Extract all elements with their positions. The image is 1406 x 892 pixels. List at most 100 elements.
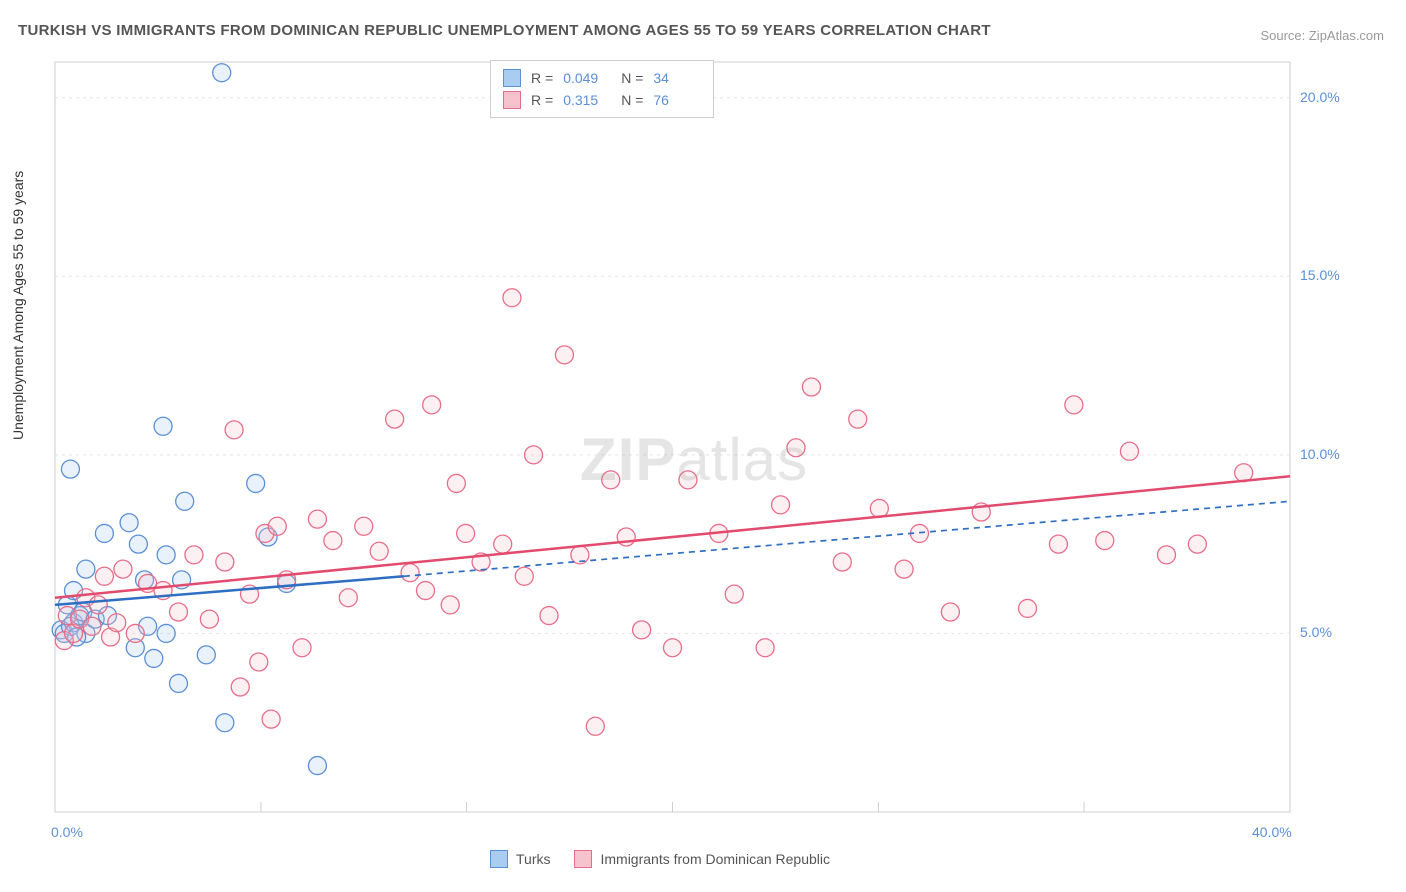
data-point xyxy=(216,714,234,732)
source-label: Source: xyxy=(1260,28,1308,43)
data-point xyxy=(170,674,188,692)
data-point xyxy=(586,717,604,735)
y-tick-label: 20.0% xyxy=(1300,89,1340,105)
data-point xyxy=(756,639,774,657)
y-axis-label: Unemployment Among Ages 55 to 59 years xyxy=(10,171,26,440)
data-point xyxy=(308,757,326,775)
data-point xyxy=(457,524,475,542)
data-point xyxy=(89,596,107,614)
legend-n-label-turks: N = xyxy=(621,67,643,89)
data-point xyxy=(417,582,435,600)
legend-correlation-box: R = 0.049 N = 34 R = 0.315 N = 76 xyxy=(490,60,714,118)
legend-n-value-turks: 34 xyxy=(653,67,701,89)
data-point xyxy=(1188,535,1206,553)
data-point xyxy=(1049,535,1067,553)
y-tick-label: 15.0% xyxy=(1300,267,1340,283)
legend-r-label-dominican: R = xyxy=(531,89,553,111)
data-point xyxy=(941,603,959,621)
data-point xyxy=(1120,442,1138,460)
legend-series: Turks Immigrants from Dominican Republic xyxy=(490,850,830,868)
x-tick-label: 0.0% xyxy=(51,824,83,840)
data-point xyxy=(725,585,743,603)
legend-r-value-turks: 0.049 xyxy=(563,67,611,89)
data-point xyxy=(540,607,558,625)
data-point xyxy=(213,64,231,82)
chart-title: TURKISH VS IMMIGRANTS FROM DOMINICAN REP… xyxy=(18,22,991,39)
data-point xyxy=(324,532,342,550)
source-attribution: Source: ZipAtlas.com xyxy=(1260,28,1384,43)
data-point xyxy=(170,603,188,621)
data-point xyxy=(355,517,373,535)
data-point xyxy=(833,553,851,571)
data-point xyxy=(262,710,280,728)
legend-item-turks: Turks xyxy=(490,850,550,868)
data-point xyxy=(423,396,441,414)
data-point xyxy=(250,653,268,671)
data-point xyxy=(679,471,697,489)
x-tick-label: 40.0% xyxy=(1252,824,1292,840)
data-point xyxy=(339,589,357,607)
data-point xyxy=(870,499,888,517)
data-point xyxy=(77,560,95,578)
data-point xyxy=(664,639,682,657)
legend-n-label-dominican: N = xyxy=(621,89,643,111)
legend-n-value-dominican: 76 xyxy=(653,89,701,111)
data-point xyxy=(1158,546,1176,564)
data-point xyxy=(200,610,218,628)
data-point xyxy=(114,560,132,578)
data-point xyxy=(447,474,465,492)
data-point xyxy=(216,553,234,571)
data-point xyxy=(120,514,138,532)
data-point xyxy=(157,546,175,564)
data-point xyxy=(515,567,533,585)
data-point xyxy=(849,410,867,428)
legend-bottom-label-turks: Turks xyxy=(516,851,550,867)
legend-swatch-dominican xyxy=(503,91,521,109)
data-point xyxy=(602,471,620,489)
data-point xyxy=(555,346,573,364)
legend-bottom-swatch-dominican xyxy=(574,850,592,868)
data-point xyxy=(895,560,913,578)
legend-bottom-label-dominican: Immigrants from Dominican Republic xyxy=(600,851,830,867)
data-point xyxy=(503,289,521,307)
data-point xyxy=(1065,396,1083,414)
data-point xyxy=(787,439,805,457)
data-point xyxy=(1019,599,1037,617)
data-point xyxy=(61,460,79,478)
data-point xyxy=(108,614,126,632)
data-point xyxy=(225,421,243,439)
data-point xyxy=(1096,532,1114,550)
legend-r-value-dominican: 0.315 xyxy=(563,89,611,111)
legend-swatch-turks xyxy=(503,69,521,87)
data-point xyxy=(154,417,172,435)
data-point xyxy=(386,410,404,428)
data-point xyxy=(157,624,175,642)
legend-row-dominican: R = 0.315 N = 76 xyxy=(503,89,701,111)
data-point xyxy=(268,517,286,535)
source-link[interactable]: ZipAtlas.com xyxy=(1309,28,1384,43)
data-point xyxy=(370,542,388,560)
legend-row-turks: R = 0.049 N = 34 xyxy=(503,67,701,89)
data-point xyxy=(494,535,512,553)
y-tick-label: 10.0% xyxy=(1300,446,1340,462)
data-point xyxy=(176,492,194,510)
data-point xyxy=(401,564,419,582)
data-point xyxy=(772,496,790,514)
data-point xyxy=(802,378,820,396)
legend-item-dominican: Immigrants from Dominican Republic xyxy=(574,850,830,868)
data-point xyxy=(197,646,215,664)
data-point xyxy=(129,535,147,553)
data-point xyxy=(525,446,543,464)
data-point xyxy=(83,617,101,635)
legend-bottom-swatch-turks xyxy=(490,850,508,868)
data-point xyxy=(308,510,326,528)
data-point xyxy=(231,678,249,696)
data-point xyxy=(185,546,203,564)
scatter-plot-svg xyxy=(50,52,1350,842)
correlation-chart: TURKISH VS IMMIGRANTS FROM DOMINICAN REP… xyxy=(0,0,1406,892)
data-point xyxy=(145,649,163,667)
legend-r-label-turks: R = xyxy=(531,67,553,89)
data-point xyxy=(126,624,144,642)
data-point xyxy=(293,639,311,657)
data-point xyxy=(247,474,265,492)
